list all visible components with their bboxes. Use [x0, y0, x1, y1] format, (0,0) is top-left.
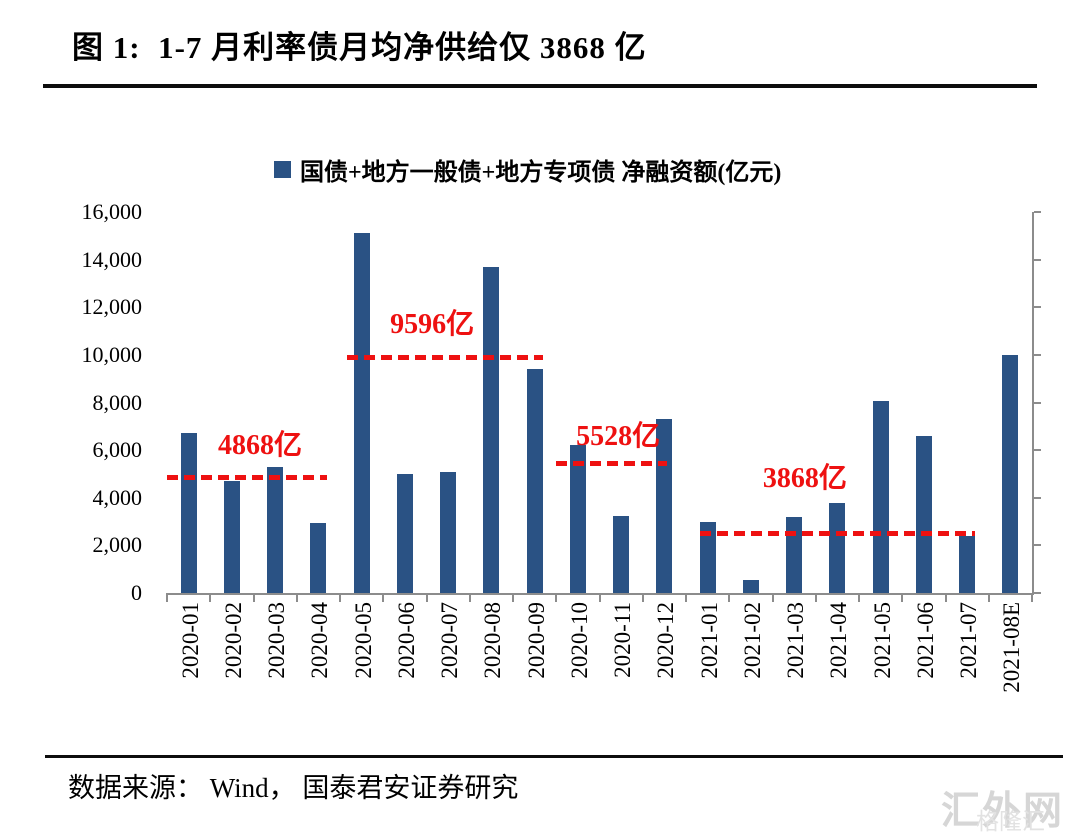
y-axis-tick	[1034, 544, 1041, 547]
bar-2020-08	[483, 266, 500, 593]
y-axis-label: 4,000	[92, 484, 143, 510]
y-axis-label: 0	[131, 580, 142, 605]
x-axis-tick	[1031, 593, 1033, 602]
x-axis-label: 2020-09	[523, 602, 549, 679]
x-axis-label: 2020-08	[480, 602, 506, 679]
bar-2020-02	[223, 481, 240, 593]
y-axis-label: 14,000	[81, 246, 143, 272]
average-line	[167, 474, 328, 480]
average-label: 3868亿	[762, 463, 847, 495]
y-axis-label: 2,000	[92, 532, 143, 558]
x-axis-tick	[858, 593, 860, 602]
x-axis-tick	[814, 593, 817, 602]
chart-legend: 国债+地方一般债+地方专项债 净融资额(亿元)	[274, 152, 781, 187]
y-axis-tick	[1034, 401, 1041, 404]
y-axis-label: 8,000	[92, 389, 143, 415]
average-label: 4868亿	[217, 429, 302, 461]
x-axis-tick	[728, 593, 731, 602]
x-axis-label: 2021-07	[956, 602, 982, 679]
watermark: 汇外网	[941, 790, 1065, 833]
bar-2020-09	[526, 369, 543, 593]
x-axis-label: 2020-07	[437, 602, 463, 679]
bar-2020-11	[613, 515, 630, 593]
y-axis-tick	[1034, 306, 1041, 309]
x-axis-label: 2021-03	[783, 602, 809, 679]
x-axis-label: 2020-11	[610, 602, 636, 678]
y-axis-label: 16,000	[81, 199, 143, 224]
x-axis-tick	[339, 593, 341, 602]
y-axis-tick	[1034, 496, 1041, 499]
bar-2021-07	[959, 535, 976, 593]
bar-2021-03	[786, 516, 803, 593]
x-axis-tick	[425, 593, 428, 602]
x-axis-label: 2021-08E	[999, 602, 1025, 693]
bar-2020-05	[353, 233, 370, 593]
bar-2020-06	[396, 473, 413, 593]
x-axis-label: 2020-05	[350, 602, 376, 679]
x-axis-label: 2020-01	[177, 602, 203, 679]
x-axis-label: 2021-01	[696, 602, 722, 679]
bar-2021-02	[742, 579, 759, 593]
bar-2020-03	[267, 466, 284, 593]
bar-chart: 0 2,000 4,000 6,000 8,000 10,000 12,000 14,000 1…	[81, 199, 1041, 693]
x-axis-tick	[771, 593, 774, 602]
x-axis-label: 2021-02	[739, 602, 765, 679]
bar-2021-04	[829, 502, 846, 593]
bar-2020-07	[440, 471, 457, 593]
bar-2020-04	[310, 522, 327, 593]
legend-swatch-icon	[274, 161, 291, 178]
y-axis-tick	[1034, 449, 1041, 452]
x-axis-label: 2021-04	[826, 602, 852, 679]
figure-title: 图 1: 1-7 月利率债月均净供给仅 3868 亿	[72, 30, 647, 65]
y-axis-tick	[1034, 592, 1041, 594]
bar-2021-08E	[1002, 354, 1019, 593]
x-axis-tick	[555, 593, 558, 602]
x-axis-label: 2020-06	[393, 602, 419, 679]
average-label: 5528亿	[576, 420, 661, 452]
x-axis-tick	[901, 593, 904, 602]
y-axis-label: 6,000	[92, 437, 143, 463]
x-axis-label: 2020-12	[653, 602, 679, 679]
x-axis-tick	[252, 593, 255, 602]
bar-2021-01	[699, 521, 716, 593]
right-y-axis	[1032, 212, 1034, 595]
watermark-secondary: 格隆汇	[976, 808, 1045, 834]
y-axis-label: 12,000	[81, 294, 143, 320]
title-divider	[43, 84, 1037, 88]
bar-2021-06	[915, 435, 932, 593]
x-axis-tick	[209, 593, 212, 602]
x-axis-label: 2020-04	[307, 602, 333, 679]
y-axis-tick	[1034, 258, 1041, 261]
x-axis-tick	[641, 593, 644, 602]
x-axis-tick	[295, 593, 298, 602]
footer-divider	[45, 755, 1063, 758]
bar-2021-05	[872, 401, 889, 593]
average-label: 9596亿	[390, 308, 475, 340]
legend-label: 国债+地方一般债+地方专项债 净融资额(亿元)	[300, 160, 782, 186]
x-axis-tick	[598, 593, 601, 602]
y-axis-label: 10,000	[81, 341, 143, 367]
data-source: 数据来源： Wind， 国泰君安证券研究	[68, 773, 519, 803]
y-axis-tick	[1034, 211, 1041, 213]
x-axis-tick	[512, 593, 514, 602]
y-axis-tick	[1034, 353, 1041, 356]
average-line	[346, 355, 543, 361]
average-line	[556, 461, 667, 467]
bar-2020-01	[180, 433, 197, 593]
x-axis-label: 2021-05	[869, 602, 895, 679]
x-axis-tick	[382, 593, 385, 602]
x-axis-tick	[685, 593, 687, 602]
x-axis-label: 2020-02	[220, 602, 246, 679]
x-axis	[167, 593, 1034, 595]
x-axis-tick	[468, 593, 471, 602]
average-line	[699, 530, 975, 536]
x-axis-tick	[166, 593, 168, 602]
x-axis-tick	[987, 593, 990, 602]
bar-2020-10	[569, 445, 586, 593]
x-axis-label: 2020-03	[264, 602, 290, 679]
x-axis-label: 2021-06	[912, 602, 938, 679]
x-axis-label: 2020-10	[566, 602, 592, 679]
x-axis-tick	[944, 593, 947, 602]
